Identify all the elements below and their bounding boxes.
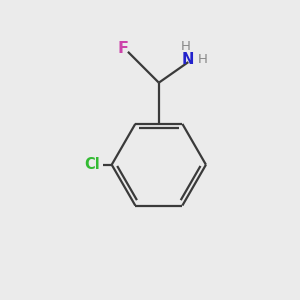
Text: H: H (198, 53, 208, 66)
Text: Cl: Cl (85, 157, 101, 172)
Text: N: N (182, 52, 194, 67)
Text: F: F (117, 41, 128, 56)
Text: H: H (180, 40, 190, 53)
